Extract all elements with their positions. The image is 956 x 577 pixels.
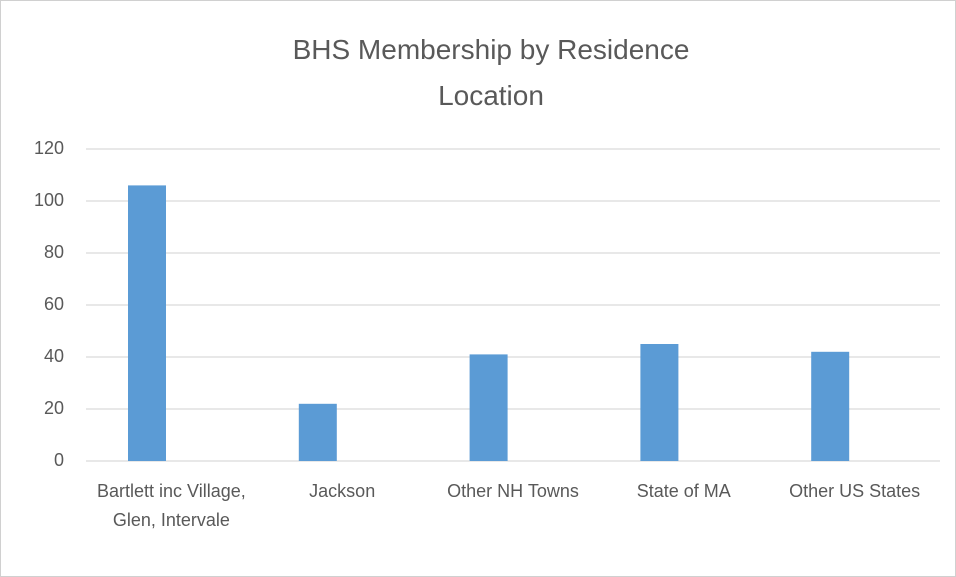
- bar: [469, 354, 508, 461]
- bar: [640, 344, 679, 461]
- x-tick-label: Other US States: [789, 481, 920, 501]
- bar: [298, 403, 337, 461]
- bar: [128, 185, 166, 461]
- y-tick-label: 0: [54, 450, 64, 470]
- x-tick-label: Jackson: [309, 481, 375, 501]
- y-tick-label: 60: [44, 294, 64, 314]
- y-tick-label: 120: [34, 138, 64, 158]
- y-tick-label: 20: [44, 398, 64, 418]
- y-tick-label: 40: [44, 346, 64, 366]
- x-tick-label: State of MA: [637, 481, 731, 501]
- x-tick-label: Other NH Towns: [447, 481, 579, 501]
- x-tick-label: Bartlett inc Village, Glen, Intervale: [97, 481, 246, 530]
- y-tick-label: 80: [44, 242, 64, 262]
- bar: [811, 351, 850, 461]
- chart-title: BHS Membership by Residence Location: [293, 34, 690, 111]
- y-tick-label: 100: [34, 190, 64, 210]
